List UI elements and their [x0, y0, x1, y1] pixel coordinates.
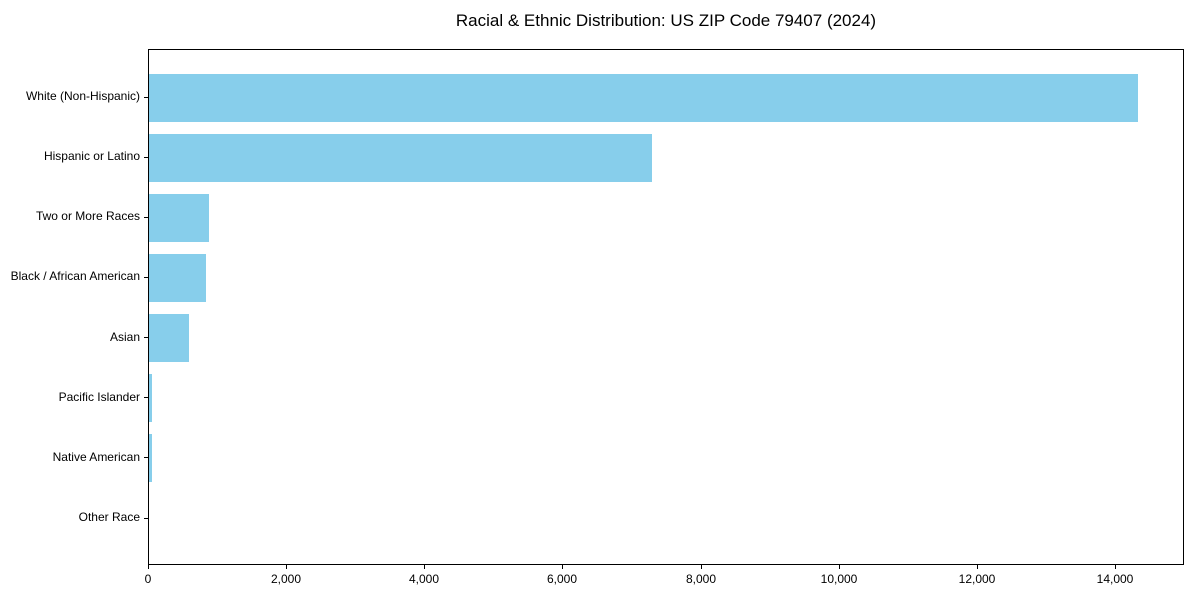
x-tick-label: 6,000 — [546, 572, 578, 586]
x-tick-mark — [701, 565, 702, 569]
x-tick-mark — [424, 565, 425, 569]
y-tick-mark — [144, 157, 148, 158]
y-tick-mark — [144, 397, 148, 398]
x-tick-mark — [977, 565, 978, 569]
x-tick-label: 0 — [144, 572, 152, 586]
y-tick-label: Pacific Islander — [58, 390, 140, 404]
chart-title: Racial & Ethnic Distribution: US ZIP Cod… — [455, 11, 877, 30]
x-tick-mark — [148, 565, 149, 569]
bar-hispanic-or-latino — [149, 133, 653, 182]
y-tick-label: Asian — [109, 330, 140, 344]
x-tick-label: 12,000 — [958, 572, 996, 586]
y-tick-mark — [144, 97, 148, 98]
x-tick-mark — [562, 565, 563, 569]
y-tick-mark — [144, 457, 148, 458]
y-tick-mark — [144, 337, 148, 338]
y-tick-mark — [144, 277, 148, 278]
plot-area — [148, 49, 1184, 565]
bar-white-non-hispanic — [149, 73, 1139, 122]
x-tick-label: 4,000 — [408, 572, 440, 586]
bar-asian — [149, 314, 190, 363]
y-tick-label: Other Race — [78, 510, 140, 524]
y-tick-mark — [144, 217, 148, 218]
x-tick-mark — [1115, 565, 1116, 569]
bar-pacific-islander — [149, 374, 152, 423]
x-tick-label: 10,000 — [820, 572, 858, 586]
y-tick-label: White (Non-Hispanic) — [25, 89, 140, 103]
x-tick-mark — [286, 565, 287, 569]
bar-black-african-american — [149, 253, 207, 302]
x-tick-label: 8,000 — [685, 572, 717, 586]
x-tick-mark — [839, 565, 840, 569]
x-tick-label: 2,000 — [270, 572, 302, 586]
y-tick-mark — [144, 518, 148, 519]
y-tick-label: Hispanic or Latino — [43, 149, 140, 163]
y-tick-label: Native American — [52, 450, 140, 464]
x-tick-label: 14,000 — [1096, 572, 1134, 586]
bar-native-american — [149, 434, 153, 483]
y-tick-label: Black / African American — [10, 269, 140, 283]
y-tick-label: Two or More Races — [35, 209, 140, 223]
bar-two-or-more-races — [149, 193, 210, 242]
